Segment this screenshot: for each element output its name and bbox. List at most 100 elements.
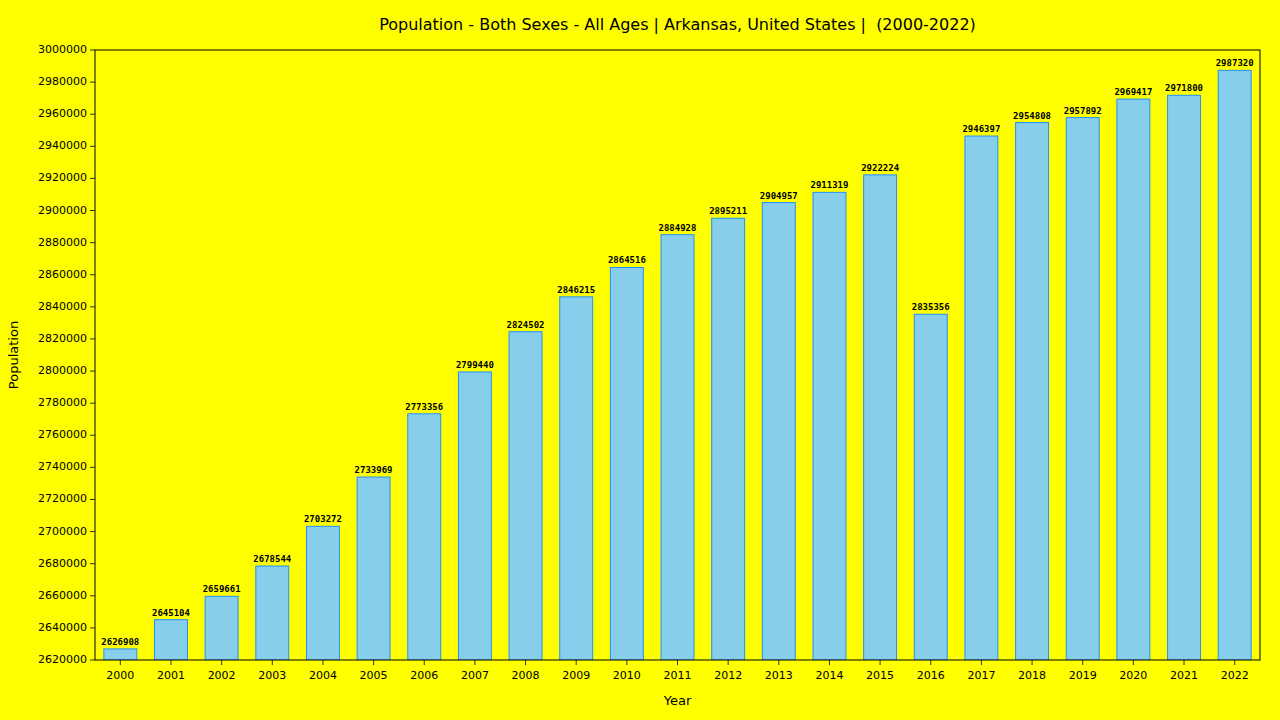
- y-tick: [90, 371, 95, 372]
- x-tick-label: 2015: [866, 669, 894, 682]
- y-tick: [90, 531, 95, 532]
- x-tick-label: 2000: [106, 669, 134, 682]
- x-tick: [474, 660, 475, 665]
- data-label: 2846215: [557, 285, 595, 295]
- data-label: 2835356: [912, 302, 950, 312]
- data-label: 2954808: [1013, 111, 1051, 121]
- y-tick: [90, 467, 95, 468]
- x-tick: [1184, 660, 1185, 665]
- bar: [864, 175, 897, 660]
- x-tick: [829, 660, 830, 665]
- x-tick: [373, 660, 374, 665]
- x-tick-label: 2019: [1069, 669, 1097, 682]
- bar: [1016, 123, 1049, 660]
- bar: [914, 314, 947, 660]
- chart-container: Population - Both Sexes - All Ages | Ark…: [0, 0, 1280, 720]
- x-tick-label: 2005: [360, 669, 388, 682]
- x-tick: [424, 660, 425, 665]
- data-label: 2703272: [304, 514, 342, 524]
- x-tick-label: 2006: [410, 669, 438, 682]
- y-tick-label: 2960000: [38, 107, 87, 120]
- y-tick-label: 2820000: [38, 332, 87, 345]
- bar: [965, 136, 998, 660]
- data-label: 2824502: [507, 320, 545, 330]
- x-tick-label: 2012: [714, 669, 742, 682]
- bar: [155, 620, 188, 660]
- x-tick: [1032, 660, 1033, 665]
- y-tick-label: 2940000: [38, 139, 87, 152]
- x-tick-label: 2020: [1119, 669, 1147, 682]
- y-tick: [90, 499, 95, 500]
- y-tick-label: 2920000: [38, 171, 87, 184]
- data-label: 2884928: [659, 223, 697, 233]
- y-tick-label: 2720000: [38, 492, 87, 505]
- x-tick-label: 2016: [917, 669, 945, 682]
- data-label: 2799440: [456, 360, 494, 370]
- bar: [762, 203, 795, 660]
- x-tick: [880, 660, 881, 665]
- data-label: 2678544: [253, 554, 292, 564]
- data-label: 2659661: [203, 584, 241, 594]
- bar: [306, 526, 339, 660]
- x-tick: [221, 660, 222, 665]
- x-tick: [1133, 660, 1134, 665]
- x-tick: [1234, 660, 1235, 665]
- y-tick: [90, 435, 95, 436]
- y-tick: [90, 146, 95, 147]
- y-tick: [90, 338, 95, 339]
- bar: [1218, 70, 1251, 660]
- bar: [712, 218, 745, 660]
- chart-svg: Population - Both Sexes - All Ages | Ark…: [0, 0, 1280, 720]
- x-tick: [272, 660, 273, 665]
- data-label: 2733969: [355, 465, 393, 475]
- y-tick-label: 2640000: [38, 621, 87, 634]
- y-tick-label: 2620000: [38, 653, 87, 666]
- y-tick-label: 2840000: [38, 300, 87, 313]
- x-tick-label: 2008: [512, 669, 540, 682]
- x-tick: [778, 660, 779, 665]
- bar: [1168, 95, 1201, 660]
- bar: [1117, 99, 1150, 660]
- x-tick-label: 2003: [258, 669, 286, 682]
- x-tick-label: 2011: [664, 669, 692, 682]
- y-tick: [90, 82, 95, 83]
- bar: [661, 235, 694, 660]
- y-tick-label: 2740000: [38, 460, 87, 473]
- bar: [104, 649, 137, 660]
- x-tick-label: 2022: [1221, 669, 1249, 682]
- y-tick-label: 2760000: [38, 428, 87, 441]
- bar: [509, 332, 542, 660]
- y-tick: [90, 306, 95, 307]
- x-tick-label: 2010: [613, 669, 641, 682]
- data-label: 2987320: [1216, 58, 1254, 68]
- data-label: 2971800: [1165, 83, 1203, 93]
- y-tick: [90, 178, 95, 179]
- x-tick-label: 2001: [157, 669, 185, 682]
- y-tick: [90, 50, 95, 51]
- background: [0, 0, 1280, 720]
- y-tick-label: 2900000: [38, 204, 87, 217]
- y-tick: [90, 403, 95, 404]
- y-tick: [90, 595, 95, 596]
- data-label: 2864516: [608, 255, 646, 265]
- data-label: 2969417: [1114, 87, 1152, 97]
- y-tick-label: 2860000: [38, 268, 87, 281]
- x-tick-label: 2014: [815, 669, 843, 682]
- x-tick: [1082, 660, 1083, 665]
- bar: [610, 267, 643, 660]
- x-tick: [677, 660, 678, 665]
- y-tick-label: 2700000: [38, 525, 87, 538]
- x-tick: [930, 660, 931, 665]
- data-label: 2904957: [760, 191, 798, 201]
- data-label: 2626908: [101, 637, 139, 647]
- y-tick: [90, 210, 95, 211]
- chart-title: Population - Both Sexes - All Ages | Ark…: [379, 15, 976, 34]
- y-axis: 2620000264000026600002680000270000027200…: [38, 43, 95, 666]
- bars: [104, 70, 1251, 660]
- y-tick: [90, 114, 95, 115]
- x-tick: [981, 660, 982, 665]
- x-tick: [322, 660, 323, 665]
- y-tick: [90, 627, 95, 628]
- x-tick-label: 2013: [765, 669, 793, 682]
- bar: [1066, 118, 1099, 660]
